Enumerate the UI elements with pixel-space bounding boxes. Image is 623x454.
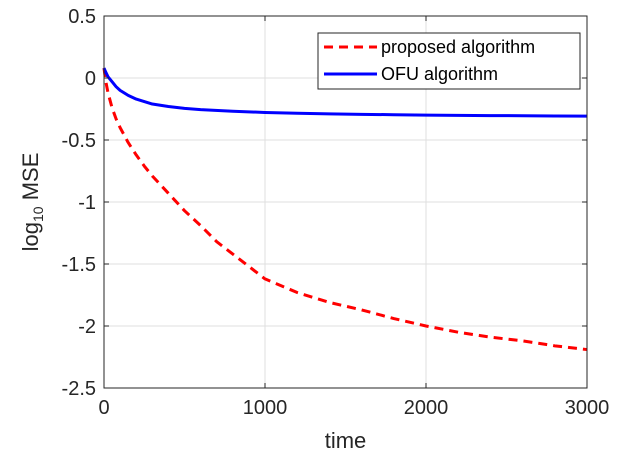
legend: proposed algorithm OFU algorithm xyxy=(317,32,581,90)
y-tick-label: 0.5 xyxy=(68,6,96,28)
legend-label-ofu: OFU algorithm xyxy=(381,64,498,84)
x-tick-label: 0 xyxy=(98,397,109,419)
x-axis-title: time xyxy=(325,428,367,453)
y-tick-label: -0.5 xyxy=(62,130,96,152)
y-axis-title-base: log xyxy=(18,222,43,251)
x-tick-label: 3000 xyxy=(565,397,610,419)
y-tick-label: -1.5 xyxy=(62,254,96,276)
series-layer xyxy=(102,67,588,352)
y-axis-title-subscript: 10 xyxy=(30,206,46,222)
series-line-proposed-algorithm xyxy=(102,67,588,352)
legend-box xyxy=(317,32,581,90)
y-tick-label: -2 xyxy=(78,316,96,338)
y-axis-title: log10 MSE xyxy=(18,153,46,252)
y-tick-label: -2.5 xyxy=(62,378,96,400)
x-tick-label: 1000 xyxy=(243,397,288,419)
legend-label-proposed: proposed algorithm xyxy=(381,37,535,57)
axis-ticks: 0 1000 2000 3000 0.5 0 -0.5 -1 -1.5 -2 -2.5 xyxy=(62,6,610,419)
y-tick-label: 0 xyxy=(85,68,96,90)
x-tick-label: 2000 xyxy=(404,397,449,419)
y-axis-title-rest: MSE xyxy=(18,153,43,207)
series-line-ofu-algorithm xyxy=(102,67,588,118)
y-tick-label: -1 xyxy=(78,192,96,214)
